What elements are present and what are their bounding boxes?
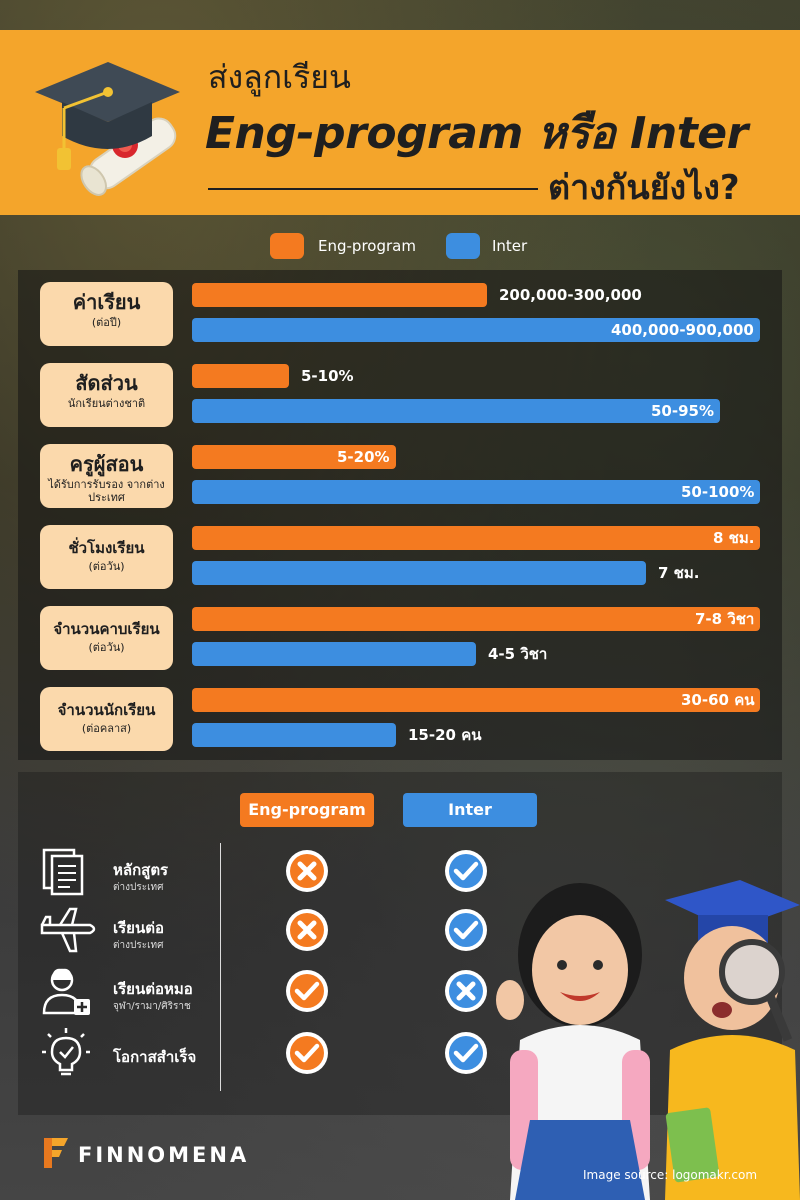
category-title: สัดส่วน	[75, 371, 138, 395]
category-subtitle: (ต่อวัน)	[88, 641, 125, 654]
title-line-3: ต่างกันยังไง?	[548, 168, 740, 208]
category-subtitle: (ต่อปี)	[91, 316, 122, 329]
category-label: ครูผู้สอน ได้รับการรับรอง จากต่างประเทศ	[40, 444, 173, 508]
bar-value-label: 400,000-900,000	[611, 321, 754, 339]
category-title: ค่าเรียน	[72, 290, 141, 314]
category-subtitle: (ต่อวัน)	[88, 560, 125, 573]
bar-value-label: 8 ชม.	[713, 529, 755, 547]
bar-value-label: 7-8 วิชา	[695, 610, 755, 628]
bar-value-label: 30-60 คน	[681, 691, 755, 709]
category-subtitle: ได้รับการรับรอง จากต่างประเทศ	[48, 478, 165, 504]
column-divider	[220, 843, 221, 1091]
check-icon	[445, 1032, 487, 1074]
compare-header-eng: Eng-program	[240, 793, 374, 827]
bar-eng	[192, 526, 760, 550]
bar-inter	[192, 399, 720, 423]
title-rule	[208, 188, 538, 190]
bar-value-label: 50-100%	[681, 483, 755, 501]
comparison-panel	[18, 772, 782, 1115]
row-title-success: โอกาสสำเร็จ	[113, 1048, 197, 1066]
bar-value-label: 5-10%	[301, 367, 354, 385]
lightbulb-icon	[42, 1028, 90, 1076]
bar-value-label: 50-95%	[651, 402, 715, 420]
row-sub-study-abroad: ต่างประเทศ	[113, 940, 164, 951]
compare-header-inter: Inter	[403, 793, 537, 827]
category-label: ชั่วโมงเรียน (ต่อวัน)	[40, 525, 173, 589]
bar-eng	[192, 283, 487, 307]
document-stack-icon	[42, 848, 84, 896]
bar-eng	[192, 364, 289, 388]
bar-inter	[192, 642, 476, 666]
category-label: ค่าเรียน (ต่อปี)	[40, 282, 173, 346]
row-sub-curriculum: ต่างประเทศ	[113, 882, 164, 893]
row-title-study-abroad: เรียนต่อ	[113, 919, 164, 937]
category-subtitle: (ต่อคลาส)	[81, 722, 132, 735]
category-title: จำนวนนักเรียน	[57, 701, 156, 719]
legend-swatch-eng	[270, 233, 304, 259]
cross-icon	[286, 850, 328, 892]
bar-value-label: 5-20%	[337, 448, 390, 466]
title-line-2: Eng-program หรือ Inter	[205, 108, 748, 159]
bar-eng	[192, 445, 396, 469]
bar-value-label: 200,000-300,000	[499, 286, 642, 304]
row-title-curriculum: หลักสูตร	[113, 861, 169, 879]
category-title: ชั่วโมงเรียน	[68, 539, 145, 557]
legend-swatch-inter	[446, 233, 480, 259]
legend-label-inter: Inter	[492, 237, 528, 255]
title-line-1: ส่งลูกเรียน	[208, 58, 351, 96]
bar-value-label: 4-5 วิชา	[488, 645, 548, 663]
bar-inter	[192, 318, 760, 342]
check-icon	[286, 1032, 328, 1074]
header-banner: ส่งลูกเรียน Eng-program หรือ Inter ต่างก…	[0, 30, 800, 215]
legend-label-eng: Eng-program	[318, 237, 416, 255]
category-label: จำนวนนักเรียน (ต่อคลาส)	[40, 687, 173, 751]
bar-inter	[192, 480, 760, 504]
image-source-credit: Image source: logomakr.com	[583, 1168, 758, 1182]
brand-name: FINNOMENA	[78, 1143, 250, 1167]
category-subtitle: นักเรียนต่างชาติ	[67, 397, 146, 410]
finnomena-logo-icon	[44, 1138, 68, 1168]
airplane-icon	[40, 907, 96, 953]
category-label: จำนวนคาบเรียน (ต่อวัน)	[40, 606, 173, 670]
category-title: ครูผู้สอน	[69, 452, 144, 476]
check-icon	[445, 909, 487, 951]
chart-panel	[18, 270, 782, 760]
check-icon	[286, 970, 328, 1012]
check-icon	[445, 850, 487, 892]
cross-icon	[445, 970, 487, 1012]
category-label: สัดส่วนนักเรียนต่างชาติ	[40, 363, 173, 427]
bar-value-label: 7 ชม.	[658, 564, 700, 582]
doctor-icon	[42, 968, 90, 1015]
graduation-cap-icon	[35, 62, 180, 196]
cross-icon	[286, 909, 328, 951]
row-title-medical: เรียนต่อหมอ	[113, 980, 193, 998]
kids-photo	[496, 880, 800, 1200]
bar-inter	[192, 723, 396, 747]
bar-value-label: 15-20 คน	[408, 726, 482, 744]
bar-eng	[192, 688, 760, 712]
bar-inter	[192, 561, 646, 585]
category-title: จำนวนคาบเรียน	[53, 620, 160, 638]
bar-eng	[192, 607, 760, 631]
row-sub-medical: จุฬา/รามา/ศิริราช	[113, 1001, 191, 1012]
